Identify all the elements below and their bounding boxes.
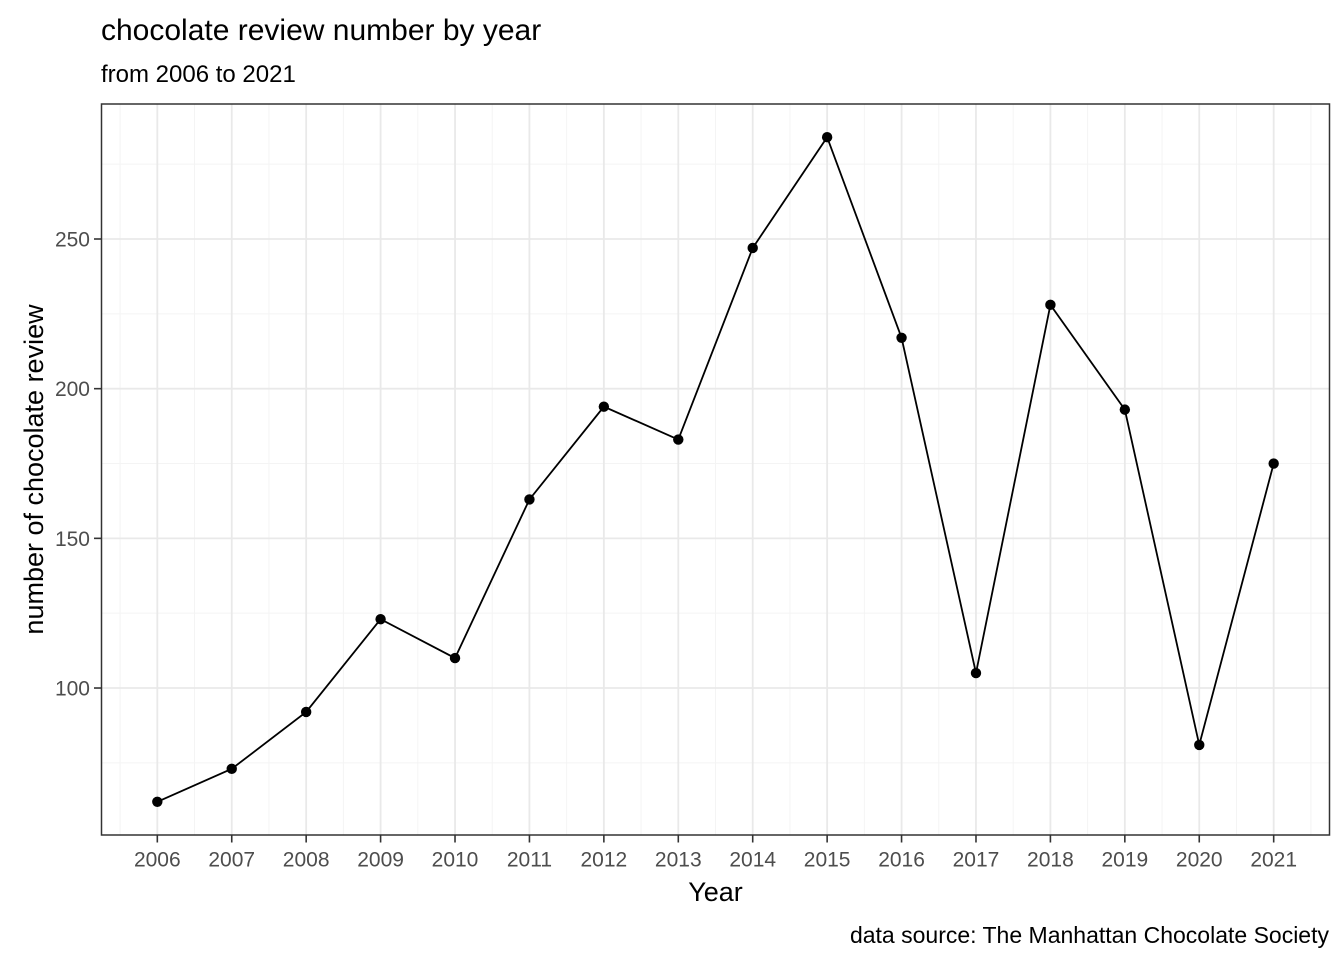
data-point	[300, 706, 312, 718]
data-point	[673, 434, 684, 445]
x-tick-label: 2018	[1027, 849, 1074, 872]
x-tick-label: 2012	[581, 849, 628, 872]
x-tick-label: 2010	[432, 849, 479, 872]
y-tick-label: 100	[55, 678, 90, 701]
x-tick-label: 2011	[507, 849, 552, 872]
data-point	[970, 667, 982, 679]
data-point	[524, 494, 535, 505]
x-tick-label: 2021	[1250, 849, 1297, 872]
gridlines-major	[101, 104, 1330, 835]
chart-caption: data source: The Manhattan Chocolate Soc…	[850, 922, 1330, 948]
y-tick-label: 200	[55, 378, 90, 401]
data-point	[152, 796, 163, 807]
x-tick-label: 2017	[953, 849, 1000, 872]
data-point	[1045, 299, 1056, 311]
data-point	[1194, 739, 1205, 751]
data-point	[1119, 404, 1131, 415]
x-tick-label: 2008	[283, 849, 330, 872]
data-point	[375, 613, 386, 625]
data-line	[156, 135, 1275, 803]
y-axis-title: number of chocolate review	[19, 304, 49, 635]
data-point	[449, 652, 461, 664]
x-axis-title: Year	[688, 877, 743, 907]
data-point	[747, 242, 758, 254]
panel-border	[100, 103, 1331, 836]
x-tick-label: 2020	[1176, 849, 1223, 872]
chart-title: chocolate review number by year	[101, 14, 541, 47]
y-tick-label: 250	[55, 229, 90, 252]
x-tick-label: 2016	[878, 849, 925, 872]
x-tick-label: 2019	[1101, 849, 1148, 872]
y-tick-label: 150	[55, 528, 90, 551]
axis-tick-marks	[94, 238, 1275, 843]
data-point	[821, 132, 833, 143]
data-point	[896, 332, 907, 343]
data-points	[152, 132, 1279, 807]
x-tick-label: 2013	[655, 849, 702, 872]
gridlines-minor	[101, 104, 1330, 835]
x-tick-label: 2015	[804, 849, 851, 872]
x-tick-label: 2007	[208, 849, 255, 872]
axis-tick-labels: 2006 2007 2008 2009 2010 2011 2012 2013 2014 2015…	[55, 229, 1297, 872]
x-tick-label: 2006	[134, 849, 181, 872]
data-point	[598, 401, 610, 412]
chart-subtitle: from 2006 to 2021	[101, 61, 296, 88]
data-point	[1268, 458, 1279, 469]
data-point	[226, 763, 237, 775]
x-tick-label: 2009	[357, 849, 404, 872]
x-tick-label: 2014	[729, 849, 776, 872]
